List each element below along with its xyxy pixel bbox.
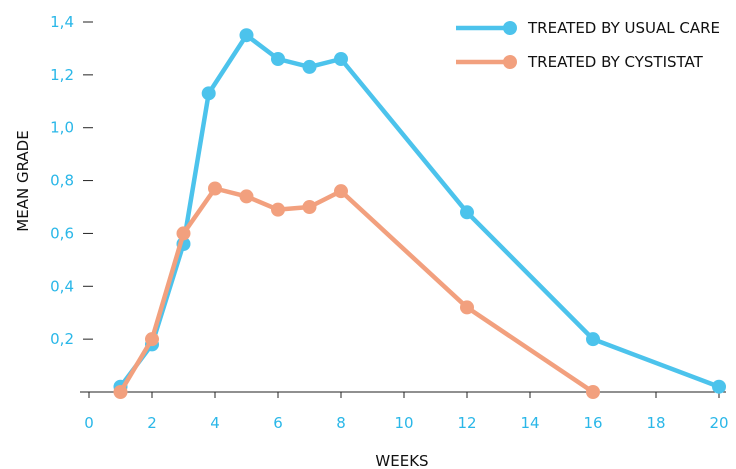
- data-point: [586, 385, 600, 399]
- x-tick-label: 20: [709, 414, 728, 432]
- series-1: [113, 28, 726, 394]
- x-tick-label: 12: [457, 414, 476, 432]
- legend-item: TREATED BY CYSTISTAT: [456, 53, 704, 71]
- legend-label: TREATED BY CYSTISTAT: [527, 53, 704, 71]
- series-line: [118, 186, 596, 395]
- data-point: [201, 86, 216, 101]
- legend-swatch-marker: [503, 55, 517, 69]
- x-tick-label: 0: [84, 414, 94, 432]
- x-axis-ticks: 0 2 4 6 8 10 12 14 16 18 20: [84, 392, 729, 432]
- data-point: [334, 52, 348, 66]
- y-tick-label: 0,4: [50, 277, 74, 295]
- data-point: [208, 181, 222, 196]
- series-layer: [113, 28, 726, 399]
- x-tick-label: 18: [646, 414, 665, 432]
- y-tick-label: 0,6: [50, 224, 74, 242]
- y-axis-title: MEAN GRADE: [14, 130, 32, 231]
- x-tick-label: 14: [520, 414, 539, 432]
- data-point: [239, 28, 254, 43]
- legend-swatch-marker: [503, 21, 517, 35]
- data-point: [586, 332, 600, 347]
- series-2: [113, 181, 600, 399]
- y-tick-label: 1,4: [50, 13, 74, 31]
- x-tick-label: 6: [273, 414, 283, 432]
- data-point: [460, 300, 474, 315]
- legend-label: TREATED BY USUAL CARE: [527, 19, 720, 37]
- data-point: [113, 385, 128, 399]
- data-point: [239, 189, 254, 204]
- data-point: [271, 52, 285, 66]
- x-tick-label: 2: [147, 414, 157, 432]
- legend-item: TREATED BY USUAL CARE: [456, 19, 720, 37]
- x-tick-label: 10: [394, 414, 413, 432]
- y-tick-label: 0,2: [50, 330, 74, 348]
- data-point: [271, 202, 285, 217]
- x-axis-title: WEEKS: [375, 452, 428, 469]
- legend: TREATED BY USUAL CARE TREATED BY CYSTISTA…: [456, 19, 720, 71]
- x-tick-label: 16: [583, 414, 602, 432]
- data-point: [712, 379, 726, 394]
- data-point: [460, 205, 474, 220]
- data-point: [334, 184, 348, 199]
- y-tick-label: 1,2: [50, 66, 74, 84]
- y-axis-ticks: 0,2 0,4 0,6 0,8 1,0 1,2 1,4: [50, 13, 93, 348]
- x-tick-label: 8: [336, 414, 346, 432]
- y-tick-label: 1,0: [50, 119, 74, 137]
- data-point: [176, 226, 191, 241]
- data-point: [302, 59, 317, 74]
- data-point: [302, 200, 317, 214]
- y-tick-label: 0,8: [50, 172, 74, 190]
- x-tick-label: 4: [210, 414, 220, 432]
- data-point: [145, 332, 159, 347]
